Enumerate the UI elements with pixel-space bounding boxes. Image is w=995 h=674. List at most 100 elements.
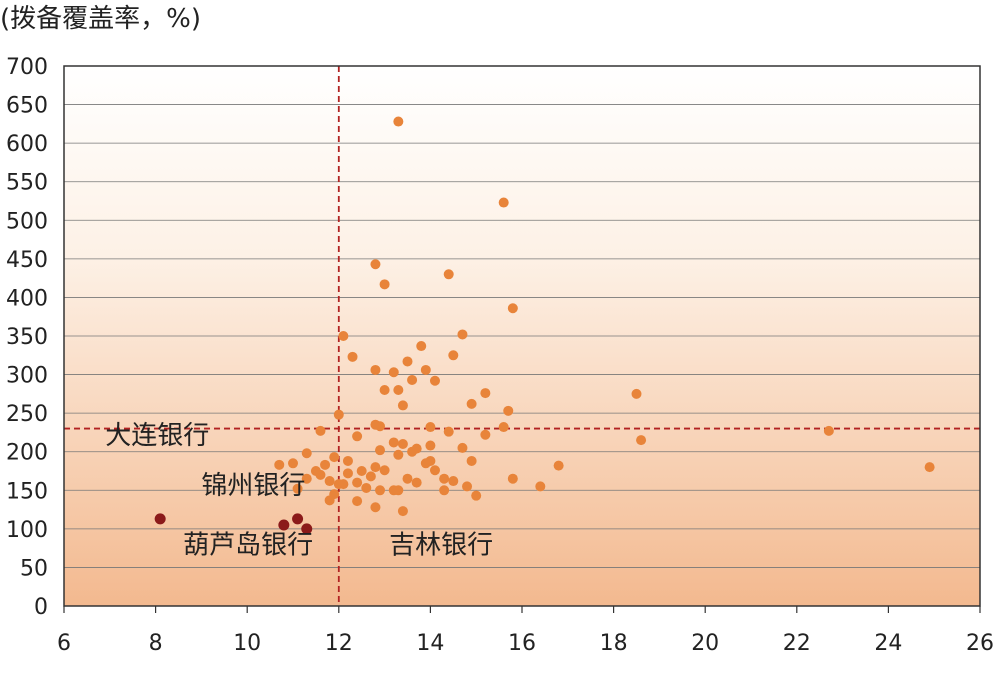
data-point: [333, 479, 344, 490]
data-point: [457, 329, 468, 340]
data-point: [301, 448, 312, 459]
data-point: [425, 440, 436, 451]
data-point: [425, 422, 436, 433]
x-tick-label: 20: [691, 631, 719, 656]
y-axis-label: (拨备覆盖率，%): [0, 4, 201, 34]
data-point: [466, 455, 477, 466]
data-point: [324, 495, 335, 506]
data-point: [370, 462, 381, 473]
data-point: [503, 405, 514, 416]
data-point: [457, 442, 468, 453]
annotation-label: 葫芦岛银行: [183, 531, 313, 561]
x-tick-labels: 6 8 10 12 14 16 18 20 22 24 26: [57, 606, 994, 656]
data-point: [370, 364, 381, 375]
y-tick-label: 0: [34, 595, 48, 620]
x-tick-label: 6: [57, 631, 71, 656]
data-point: [411, 443, 422, 454]
data-point: [342, 455, 353, 466]
data-point: [370, 259, 381, 270]
y-tick-label: 50: [20, 556, 48, 581]
data-point: [507, 473, 518, 484]
data-point: [553, 460, 564, 471]
data-point: [338, 331, 349, 341]
data-point: [448, 476, 459, 487]
x-tick-label: 22: [783, 631, 811, 656]
y-tick-label: 650: [6, 94, 48, 119]
data-point: [439, 473, 450, 484]
data-point: [324, 476, 335, 487]
data-point: [393, 449, 404, 460]
data-point: [352, 496, 363, 507]
data-point: [448, 350, 459, 361]
data-point: [288, 458, 298, 469]
y-tick-label: 200: [6, 441, 48, 466]
data-point: [471, 490, 482, 501]
y-tick-label: 700: [6, 55, 48, 80]
y-tick-label: 600: [6, 132, 48, 157]
y-tick-label: 250: [6, 402, 48, 427]
y-tick-label: 400: [6, 286, 48, 311]
data-point: [924, 462, 935, 473]
data-point: [402, 356, 413, 367]
data-point: [397, 439, 408, 449]
data-point: [631, 388, 642, 399]
x-tick-label: 8: [149, 631, 163, 656]
highlighted-point: [154, 513, 166, 525]
y-tick-label: 100: [6, 518, 48, 543]
highlighted-point: [278, 519, 290, 531]
x-tick-label: 10: [233, 631, 261, 656]
data-point: [379, 385, 390, 395]
data-point: [393, 116, 404, 127]
annotation-label: 锦州银行: [201, 471, 305, 501]
data-point: [274, 459, 285, 470]
data-point: [365, 471, 376, 482]
y-tick-label: 450: [6, 248, 48, 273]
x-tick-label: 18: [600, 631, 628, 656]
x-tick-label: 26: [966, 631, 994, 656]
data-point: [466, 398, 477, 409]
y-tick-labels: 0 50 100 150 200 250 300 350 400 450 500 550 600 650 7…: [6, 55, 48, 620]
data-point: [420, 458, 431, 469]
data-point: [375, 445, 386, 456]
data-point: [429, 465, 440, 476]
data-point: [329, 452, 340, 463]
x-tick-label: 24: [874, 631, 902, 656]
y-tick-label: 350: [6, 325, 48, 350]
x-tick-label: 12: [325, 631, 353, 656]
data-point: [439, 485, 450, 496]
y-tick-label: 300: [6, 364, 48, 389]
highlighted-point: [301, 523, 313, 535]
data-point: [397, 400, 408, 411]
data-point: [361, 482, 372, 493]
data-point: [420, 364, 431, 375]
data-point: [352, 477, 363, 488]
data-point: [342, 468, 353, 479]
x-tick-label: 16: [508, 631, 536, 656]
data-point: [443, 426, 454, 437]
data-point: [443, 269, 454, 280]
data-point: [315, 469, 326, 480]
data-point: [823, 425, 834, 436]
data-point: [388, 485, 399, 496]
data-point: [397, 506, 408, 517]
data-point: [498, 422, 509, 433]
y-tick-label: 550: [6, 171, 48, 196]
data-point: [370, 502, 381, 513]
data-point: [379, 279, 390, 290]
data-point: [379, 465, 390, 476]
data-point: [402, 473, 413, 484]
annotation-label: 吉林银行: [389, 531, 493, 561]
data-point: [407, 374, 418, 385]
x-tick-label: 14: [416, 631, 444, 656]
data-point: [352, 431, 363, 442]
data-point: [480, 429, 491, 440]
data-point: [356, 466, 367, 476]
data-point: [429, 375, 440, 386]
data-point: [498, 197, 509, 208]
data-point: [301, 473, 312, 484]
highlighted-point: [292, 513, 304, 525]
data-point: [388, 367, 399, 378]
data-point: [315, 425, 326, 436]
